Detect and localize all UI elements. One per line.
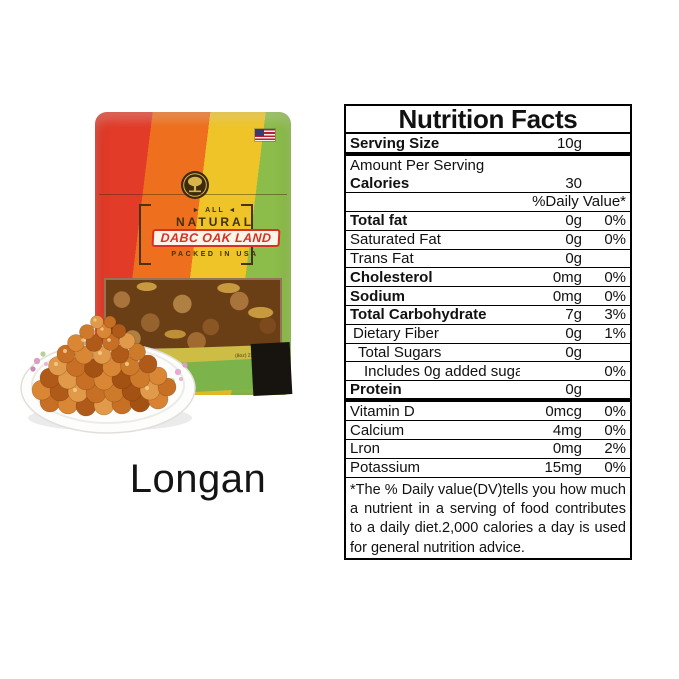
nutrition-row-vitamin-d: Vitamin D 0mcg 0% — [346, 402, 630, 422]
serving-size-label: Serving Size — [350, 134, 440, 152]
row-dv: 0% — [604, 268, 626, 286]
daily-value-header: %Daily Value* — [346, 193, 630, 212]
row-label: Trans Fat — [350, 249, 414, 267]
nutrition-row-serving-size: Serving Size 10g — [346, 134, 630, 156]
row-label: Sodium — [350, 287, 405, 305]
nutrition-row-amount-per-serving: Amount Per Serving — [346, 156, 630, 174]
row-label: Total Sugars — [358, 343, 442, 361]
plate-of-longan — [10, 298, 205, 438]
flag-canton — [255, 129, 264, 136]
nutrition-title: Nutrition Facts — [346, 106, 630, 134]
row-dv: 0% — [604, 231, 626, 249]
row-amount: 7g — [565, 306, 582, 324]
row-label: Total fat — [350, 212, 408, 230]
row-amount: 0g — [565, 212, 582, 230]
row-dv: 0% — [604, 287, 626, 305]
row-dv: 0% — [604, 402, 626, 420]
row-dv: 1% — [604, 325, 626, 343]
row-label: Cholesterol — [350, 268, 433, 286]
row-label: Includes 0g added sugars — [364, 362, 520, 380]
nutrition-row-trans-fat: Trans Fat 0g — [346, 250, 630, 269]
row-amount: 0mcg — [545, 402, 582, 420]
row-amount: 0mg — [552, 287, 582, 305]
row-label: Dietary Fiber — [353, 325, 439, 343]
row-amount: 15mg — [544, 459, 582, 477]
row-dv: 3% — [604, 306, 626, 324]
nutrition-row-dietary-fiber: Dietary Fiber 0g 1% — [346, 325, 630, 344]
brand-tree-logo-icon — [180, 170, 210, 200]
row-label: Lron — [350, 440, 381, 458]
nutrition-row-cholesterol: Cholesterol 0mg 0% — [346, 268, 630, 288]
left-bracket-mark — [139, 204, 151, 265]
row-dv: 0% — [604, 421, 626, 439]
row-amount: 0mg — [552, 268, 582, 286]
bag-natural-label: NATURAL — [175, 215, 255, 229]
row-amount: 4mg — [552, 421, 582, 439]
brand-badge: DABC OAK LAND — [151, 229, 281, 247]
row-label: Vitamin D — [350, 402, 415, 420]
brand-name: DABC OAK LAND — [160, 231, 272, 245]
row-amount: 0mg — [552, 440, 582, 458]
row-dv: 0% — [604, 459, 626, 477]
row-label: Potassium — [350, 459, 421, 477]
row-amount: 0g — [565, 249, 582, 267]
nutrition-row-total-carbohydrate: Total Carbohydrate 7g 3% — [346, 306, 630, 325]
nutrition-row-protein: Protein 0g — [346, 381, 630, 403]
calories-value: 30 — [565, 174, 582, 192]
usa-flag-icon — [255, 129, 275, 141]
bag-divider-line — [99, 194, 287, 195]
nutrition-footnote: *The % Daily value(DV)tells you how much… — [350, 481, 626, 556]
product-caption: Longan — [129, 457, 267, 501]
nutrition-facts-label: Nutrition Facts Serving Size 10g Amount … — [344, 104, 632, 560]
bag-bottom-black-block — [250, 342, 293, 396]
nutrition-row-potassium: Potassium 15mg 0% — [346, 459, 630, 478]
row-label: Protein — [350, 381, 402, 399]
row-label: Saturated Fat — [350, 231, 441, 249]
nutrition-row-calories: Calories 30 — [346, 174, 630, 193]
amount-per-serving-label: Amount Per Serving — [350, 156, 485, 174]
row-dv: 0% — [604, 362, 626, 380]
calories-label: Calories — [350, 174, 410, 192]
nutrition-row-added-sugars: Includes 0g added sugars 0% — [346, 362, 630, 382]
nutrition-row-iron: Lron 0mg 2% — [346, 440, 630, 459]
serving-size-value: 10g — [556, 134, 582, 152]
nutrition-row-total-sugars: Total Sugars 0g — [346, 344, 630, 363]
row-amount: 0g — [565, 343, 582, 361]
row-amount: 0g — [565, 231, 582, 249]
row-dv: 0% — [604, 212, 626, 230]
row-amount: 0g — [565, 325, 582, 343]
bag-all-label: ► ALL ◄ — [192, 207, 238, 214]
row-label: Total Carbohydrate — [350, 306, 487, 324]
nutrition-row-sodium: Sodium 0mg 0% — [346, 287, 630, 306]
nutrition-row-calcium: Calcium 4mg 0% — [346, 421, 630, 441]
row-amount: 0g — [565, 381, 582, 399]
nutrition-row-total-fat: Total fat 0g 0% — [346, 212, 630, 231]
nutrition-row-saturated-fat: Saturated Fat 0g 0% — [346, 231, 630, 250]
bag-packed-label: PACKED IN USA — [171, 251, 259, 258]
row-label: Calcium — [350, 421, 405, 439]
row-dv: 2% — [604, 440, 626, 458]
